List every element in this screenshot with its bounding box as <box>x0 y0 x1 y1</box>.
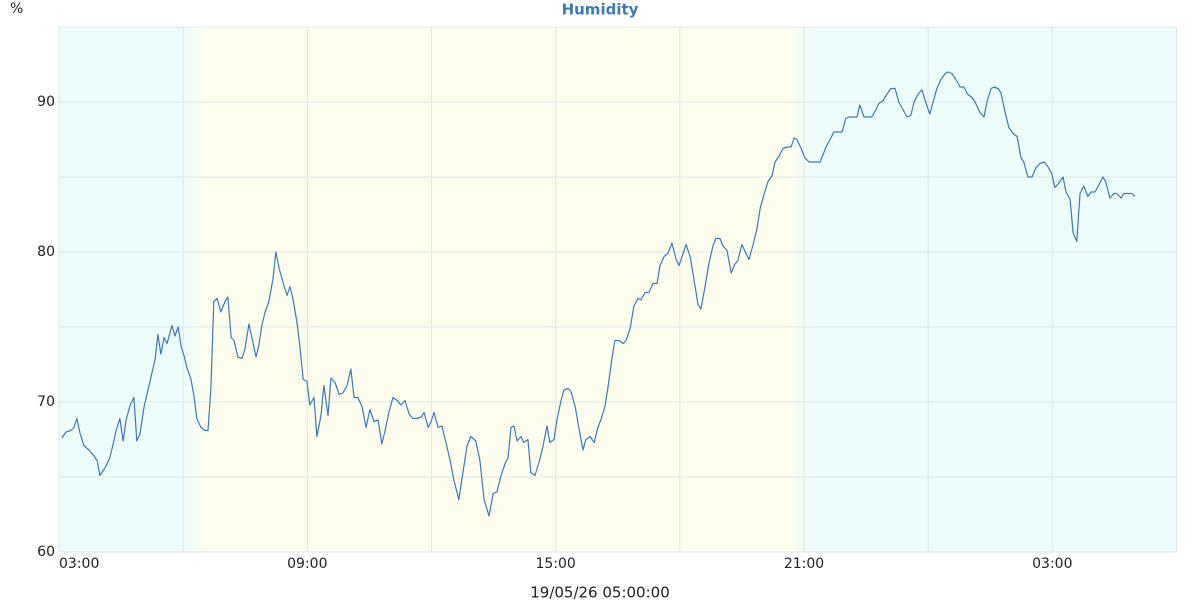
y-tick-label: 60 <box>37 544 55 560</box>
y-tick-label: 70 <box>37 394 55 410</box>
x-axis-label: 19/05/26 05:00:00 <box>530 584 670 600</box>
x-tick-label: 03:00 <box>1032 556 1072 572</box>
x-tick-label: 21:00 <box>784 556 824 572</box>
x-tick-label: 03:00 <box>59 556 99 572</box>
band <box>59 27 184 552</box>
x-tick-label: 09:00 <box>287 556 327 572</box>
y-tick-label: 80 <box>37 244 55 260</box>
chart-title: Humidity <box>562 1 639 19</box>
band <box>208 27 788 552</box>
background-bands <box>59 27 1177 552</box>
x-tick-label: 15:00 <box>535 556 575 572</box>
y-unit-label: % <box>10 1 23 17</box>
grid <box>58 26 1177 553</box>
humidity-line <box>61 71 1136 517</box>
y-tick-label: 90 <box>37 94 55 110</box>
band-transition <box>183 27 208 552</box>
band <box>816 27 1177 552</box>
band-transition <box>787 27 817 552</box>
